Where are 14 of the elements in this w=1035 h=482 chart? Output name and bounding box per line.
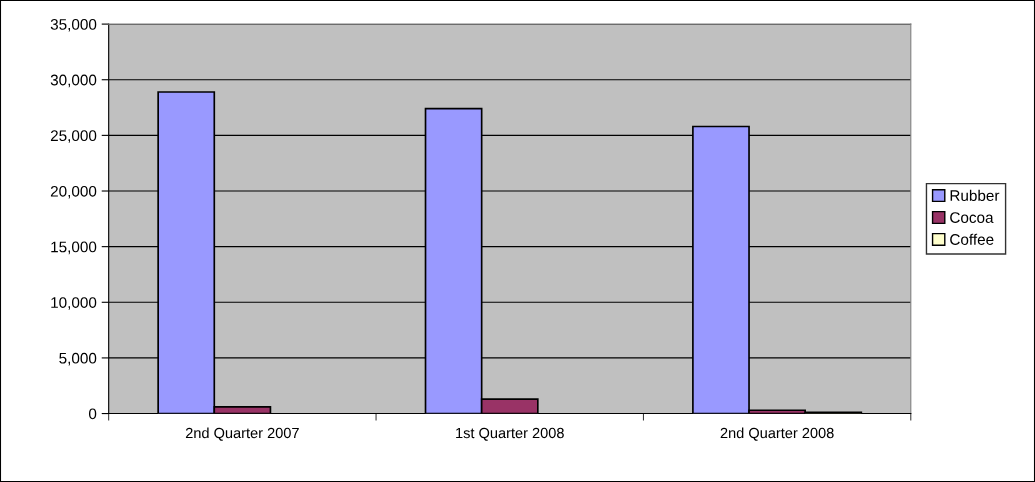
x-tick-label: 1st Quarter 2008 [456,427,564,441]
x-tick-label: 2nd Quarter 2008 [720,427,834,441]
legend-label: Rubber [950,189,1000,202]
y-tick-label: 25,000 [50,130,97,143]
y-tick-label: 10,000 [51,297,97,310]
y-tick-label: 30,000 [50,74,97,88]
y-tick-label: 5,000 [59,352,97,366]
y-tick-label: 0 [88,408,97,420]
legend-label: Coffee [950,233,994,245]
y-tick-label: 35,000 [50,18,97,32]
y-tick-label: 15,000 [51,241,97,255]
x-tick-label: 2nd Quarter 2007 [185,427,299,441]
legend-label: Cocoa [950,212,994,223]
y-tick-label: 20,000 [50,185,97,199]
